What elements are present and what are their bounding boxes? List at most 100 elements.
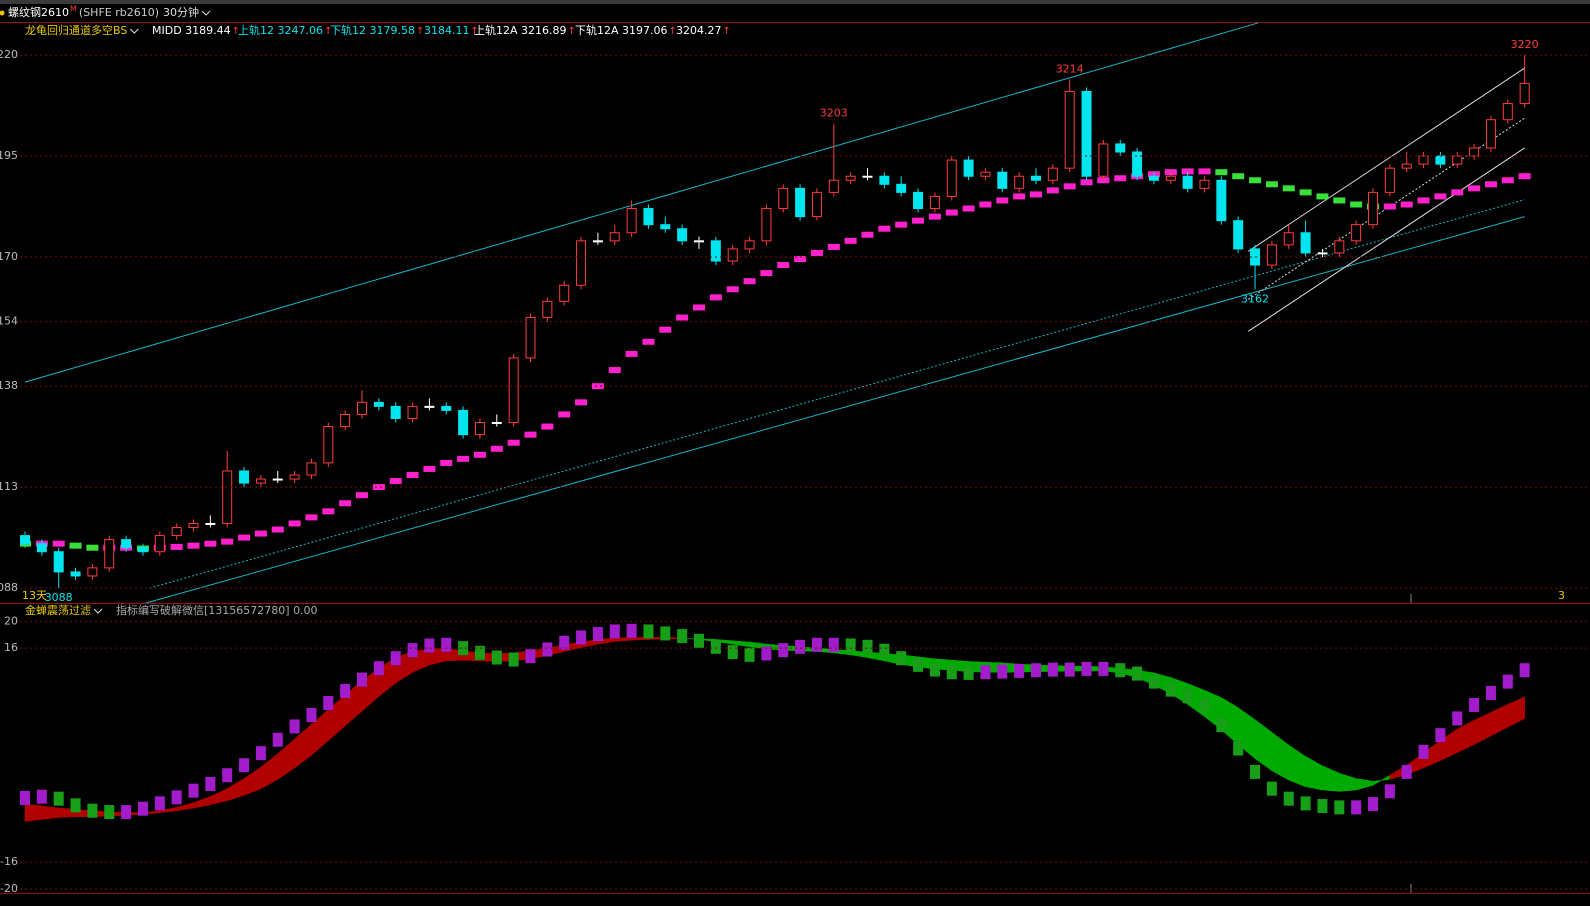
candle-body <box>845 175 856 181</box>
ma-block <box>170 543 183 550</box>
candle-body <box>643 208 654 226</box>
ma-block <box>996 197 1009 204</box>
ma-block <box>69 542 82 549</box>
candle-body <box>104 539 115 569</box>
indicator-block <box>154 796 165 811</box>
trend-line <box>144 216 1525 603</box>
candle-body <box>1485 119 1496 149</box>
indicator-block <box>289 719 300 734</box>
ma-block <box>473 451 486 458</box>
candle-body <box>272 478 283 481</box>
indicator-block <box>660 626 671 641</box>
legend-item: 3204.27 <box>676 24 722 37</box>
ma-block <box>945 209 958 216</box>
ma-block <box>979 201 992 208</box>
candle-body <box>660 224 671 230</box>
ma-block <box>591 383 604 390</box>
candle-body <box>407 405 418 419</box>
footer-label: 13天 <box>22 589 47 602</box>
ma-block <box>844 237 857 244</box>
ma-block <box>760 270 773 277</box>
ma-block <box>322 508 335 515</box>
ma-block <box>1232 173 1245 180</box>
candle-body <box>744 240 755 250</box>
indicator-block <box>474 645 485 660</box>
ma-block <box>659 326 672 333</box>
candle-body <box>828 179 839 193</box>
indicator-block <box>845 638 856 653</box>
legend-arrow: ↑ <box>568 26 576 37</box>
candle-body <box>20 535 30 545</box>
candle-body <box>1182 175 1193 189</box>
ma-block <box>1080 179 1093 186</box>
candle-body <box>710 240 721 262</box>
indicator-block <box>609 624 620 639</box>
indicator-block <box>424 638 435 653</box>
indicator-block <box>1250 764 1261 779</box>
y-tick-label: 3138 <box>0 379 18 392</box>
ma-block <box>1417 197 1430 204</box>
ma-block <box>777 262 790 269</box>
indicator-block <box>525 649 536 664</box>
indicator-block <box>1452 711 1463 726</box>
candle-body <box>1233 220 1244 250</box>
ma-block <box>1063 183 1076 190</box>
candle-body <box>1199 179 1210 189</box>
indicator-title[interactable]: 龙龟回归通道多空BS <box>25 23 127 37</box>
candle-body <box>997 171 1008 189</box>
band-segment <box>1339 772 1357 792</box>
candle-body <box>525 317 536 359</box>
indicator-block <box>542 642 553 657</box>
ma-block <box>507 439 520 446</box>
ma-block <box>1215 169 1228 176</box>
indicator-block <box>997 664 1008 679</box>
indicator-block <box>1485 685 1496 700</box>
indicator-block <box>862 639 873 654</box>
indicator-block <box>1317 799 1328 814</box>
ma-block <box>288 520 301 527</box>
indicator-block <box>1216 718 1227 733</box>
ma-block <box>912 217 925 224</box>
candle-body <box>474 422 485 436</box>
candle-body <box>171 526 182 537</box>
indicator-block <box>727 645 738 660</box>
candle-body <box>1317 252 1328 255</box>
ma-block <box>221 538 234 545</box>
extreme-label: 3162 <box>1241 292 1269 305</box>
candle-body <box>1452 155 1463 165</box>
ma-block <box>356 492 368 499</box>
candle-body <box>289 474 300 480</box>
band-segment <box>1490 703 1509 737</box>
ma-block <box>423 465 436 472</box>
dropdown-chevron[interactable] <box>201 10 211 16</box>
indicator-block <box>1334 800 1345 815</box>
footer-label: 3 <box>1558 589 1565 602</box>
indicator-block <box>1047 662 1058 677</box>
indicator-block <box>1233 741 1244 756</box>
ma-block <box>52 540 65 547</box>
indicator-block <box>137 801 148 816</box>
ma-block <box>524 431 537 438</box>
legend-item: 3184.11 <box>424 24 470 37</box>
candle-body <box>36 543 47 553</box>
indicator-title[interactable]: 金蝉震荡过滤 <box>25 603 91 617</box>
candle-body <box>1351 224 1362 242</box>
candle-body <box>1300 232 1311 254</box>
symbol: 螺纹钢2610 <box>8 5 69 19</box>
legend-item: 下轨12 3179.58 <box>330 23 415 37</box>
ma-block <box>1030 191 1042 198</box>
period-selector[interactable]: 30分钟 <box>163 5 199 19</box>
ma-block <box>1468 185 1481 192</box>
price-plot <box>20 22 1531 603</box>
indicator-block <box>879 643 890 658</box>
dropdown-chevron[interactable] <box>129 28 139 34</box>
dropdown-chevron[interactable] <box>93 608 103 614</box>
indicator-block <box>946 665 957 680</box>
indicator-block <box>811 637 822 652</box>
ma-block <box>457 455 470 462</box>
band-segment <box>193 796 211 809</box>
indicator-block <box>1148 674 1159 689</box>
candle-body <box>1165 175 1176 181</box>
ma-block <box>810 249 823 256</box>
